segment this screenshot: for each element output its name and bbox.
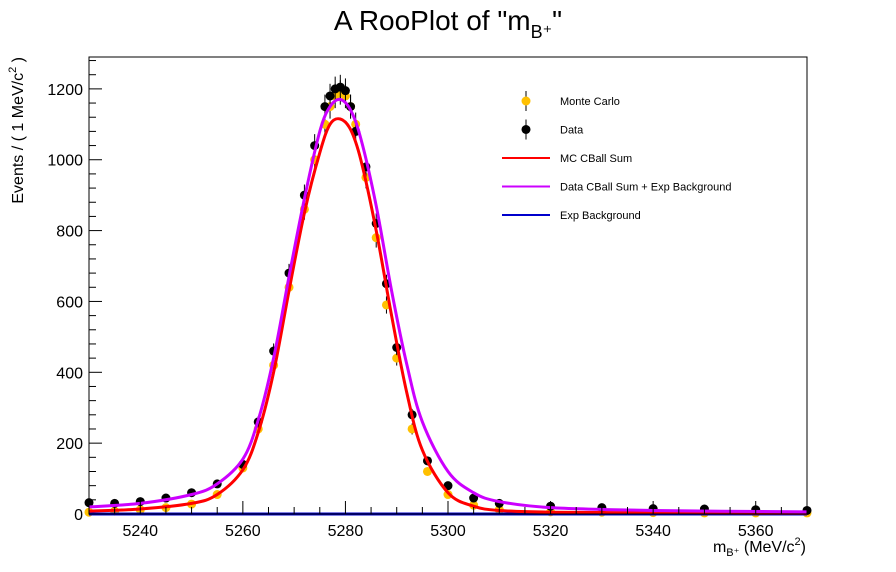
data-point <box>469 493 479 503</box>
y-tick-label: 1200 <box>47 82 83 99</box>
x-axis-label-unit-end: ) <box>801 539 806 556</box>
y-axis-label-end: ) <box>10 57 27 67</box>
y-tick-label: 800 <box>56 224 83 241</box>
x-axis-label-subscript: B⁺ <box>726 547 739 559</box>
x-axis-label-unit-sup: 2 <box>795 536 801 548</box>
x-axis-label: mB⁺ (MeV/c2) <box>713 536 806 559</box>
y-axis-label-sup: 2 <box>7 67 19 73</box>
y-tick-label: 200 <box>56 436 83 453</box>
y-tick-label: 1000 <box>47 153 83 170</box>
legend-label-data: Data <box>560 125 584 137</box>
chart-title-subscript: B⁺ <box>531 22 553 42</box>
x-tick-label: 5240 <box>122 523 158 540</box>
data-point <box>422 466 432 476</box>
chart-title-main: A RooPlot of "m <box>334 5 531 36</box>
series-line-mc-cball-sum <box>88 117 808 515</box>
legend-marker-monte-carlo <box>521 96 531 106</box>
series-line-data-cball-sum-exp-background <box>88 97 808 514</box>
legend-label-mc-cball-sum: MC CBall Sum <box>560 153 632 165</box>
x-tick-label: 5340 <box>635 523 671 540</box>
x-tick-label: 5320 <box>533 523 569 540</box>
y-tick-label: 400 <box>56 365 83 382</box>
x-tick-label: 5300 <box>430 523 466 540</box>
y-axis-label-main: Events / ( 1 MeV/c <box>10 73 27 204</box>
x-axis-label-var: m <box>713 539 726 556</box>
data-point <box>340 86 350 96</box>
x-tick-label: 5360 <box>738 523 774 540</box>
legend-label-exp-background: Exp Background <box>560 210 641 222</box>
chart-title-end: " <box>552 5 562 36</box>
chart-title: A RooPlot of "mB⁺" <box>334 5 562 42</box>
y-tick-label: 600 <box>56 294 83 311</box>
legend: Monte Carlo Data MC CBall Sum Data CBall Su… <box>502 91 732 222</box>
legend-label-monte-carlo: Monte Carlo <box>560 96 620 108</box>
data-point <box>325 91 335 101</box>
y-axis-label: Events / ( 1 MeV/c2 ) <box>7 57 27 204</box>
y-tick-label: 0 <box>74 507 83 524</box>
legend-label-data-cball-sum-exp-background: Data CBall Sum + Exp Background <box>560 182 732 194</box>
x-tick-label: 5260 <box>225 523 261 540</box>
x-tick-label: 5280 <box>328 523 364 540</box>
legend-marker-data <box>521 125 531 134</box>
x-axis-label-unit: (MeV/c <box>744 539 795 556</box>
